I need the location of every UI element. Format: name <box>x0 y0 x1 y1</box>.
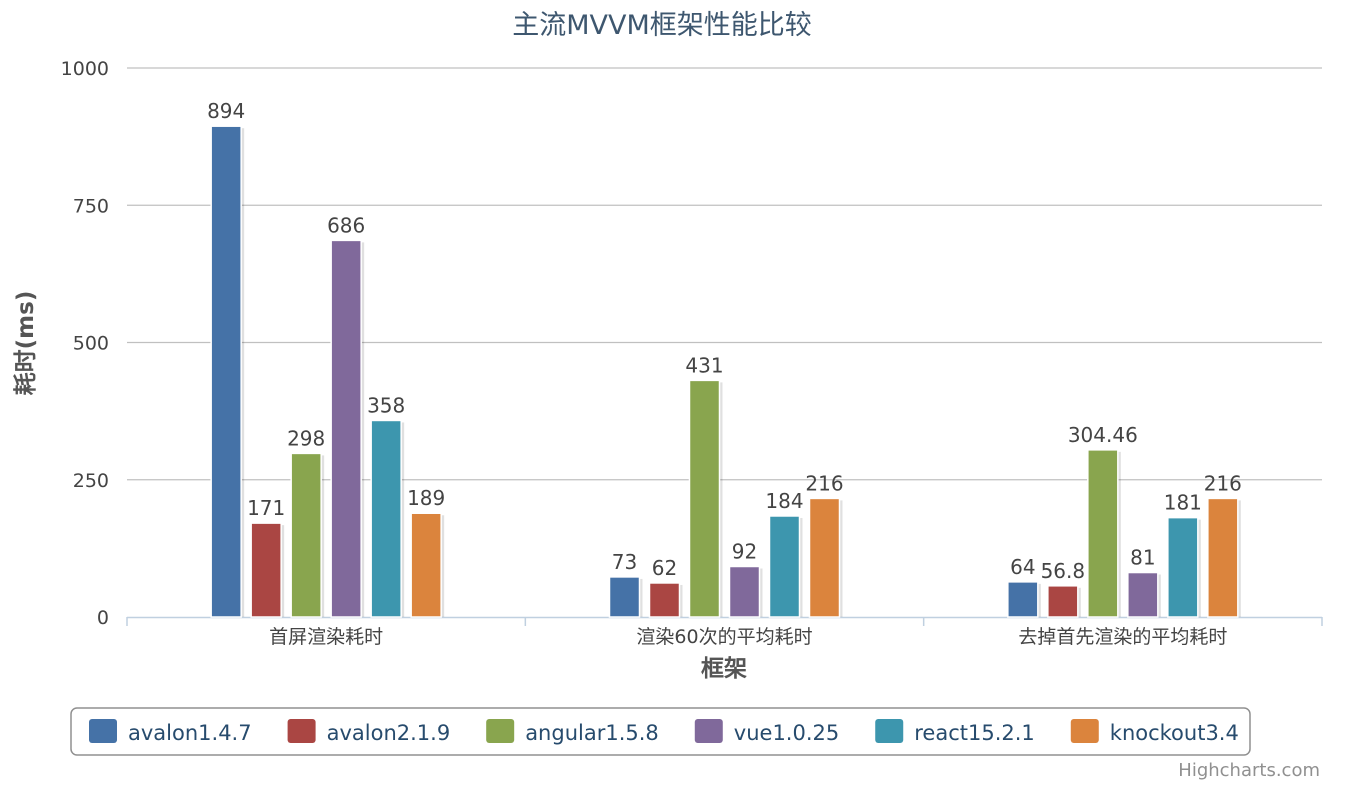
data-labels: 894 73 64 171 62 56.8 298 431 304.46 686 92 81 358 18… <box>207 99 1242 583</box>
legend-swatch <box>694 719 723 743</box>
legend-item-avalon1.4.7[interactable]: avalon1.4.7 <box>89 719 252 745</box>
y-tick-label: 500 <box>73 333 109 355</box>
bar-react15.2.1[interactable] <box>1167 516 1199 618</box>
bar-vue1.0.25[interactable] <box>330 239 362 618</box>
bar-vue1.0.25[interactable] <box>1127 571 1159 618</box>
y-tick-label: 250 <box>73 470 109 492</box>
legend-swatch <box>89 719 117 743</box>
legend-swatch <box>486 719 515 743</box>
legend-item-knockout3.4[interactable]: knockout3.4 <box>1070 719 1239 745</box>
data-label: 431 <box>685 353 723 377</box>
legend-label: avalon2.1.9 <box>327 721 451 745</box>
bar-avalon2.1.9[interactable] <box>1047 585 1079 618</box>
gridlines <box>127 67 1322 481</box>
legend-label: react15.2.1 <box>914 721 1035 745</box>
data-label: 92 <box>732 539 757 563</box>
legend-swatch <box>875 719 904 743</box>
data-label: 171 <box>247 496 285 520</box>
legend-item-vue1.0.25[interactable]: vue1.0.25 <box>694 719 839 745</box>
legend-label: angular1.5.8 <box>525 721 659 745</box>
legend-item-angular1.5.8[interactable]: angular1.5.8 <box>486 719 659 745</box>
chart-title: 主流MVVM框架性能比较 <box>512 10 812 41</box>
data-label: 894 <box>207 99 245 123</box>
bar-avalon1.4.7[interactable] <box>1007 581 1039 618</box>
data-label: 216 <box>1204 471 1242 495</box>
legend-box <box>70 707 1251 756</box>
legend-swatch <box>1070 719 1099 743</box>
bars <box>210 125 1241 618</box>
y-tick-label: 0 <box>97 607 109 629</box>
data-label: 298 <box>287 426 325 450</box>
data-label: 686 <box>327 213 365 237</box>
x-axis-title: 框架 <box>701 656 747 682</box>
data-label: 62 <box>652 556 677 580</box>
y-tick-label: 1000 <box>61 58 109 80</box>
bar-knockout3.4[interactable] <box>1207 497 1239 618</box>
bar-angular1.5.8[interactable] <box>1087 449 1119 618</box>
bar-angular1.5.8[interactable] <box>688 379 721 618</box>
data-label: 64 <box>1010 555 1035 579</box>
x-axis: 首屏渲染耗时 渲染60次的平均耗时 去掉首先渲染的平均耗时 <box>126 616 1323 648</box>
bar-knockout3.4[interactable] <box>808 497 841 618</box>
legend-label: avalon1.4.7 <box>128 721 252 745</box>
bar-react15.2.1[interactable] <box>370 419 402 618</box>
legend-label: knockout3.4 <box>1110 721 1239 745</box>
data-label: 73 <box>612 550 637 574</box>
legend-swatch <box>287 719 316 743</box>
x-tick-label: 渲染60次的平均耗时 <box>636 626 812 648</box>
credits-link[interactable]: Highcharts.com <box>1178 760 1320 781</box>
bar-react15.2.1[interactable] <box>768 515 801 618</box>
legend-label: vue1.0.25 <box>734 721 839 745</box>
bar-avalon2.1.9[interactable] <box>648 582 681 618</box>
y-axis-title: 耗时(ms) <box>13 291 39 396</box>
data-label: 358 <box>367 393 405 417</box>
data-label: 184 <box>765 489 803 513</box>
data-label: 216 <box>805 471 843 495</box>
x-tick-label: 首屏渲染耗时 <box>269 626 383 648</box>
bar-vue1.0.25[interactable] <box>728 565 761 618</box>
bar-avalon2.1.9[interactable] <box>250 522 282 618</box>
legend-item-avalon2.1.9[interactable]: avalon2.1.9 <box>287 719 451 745</box>
data-label: 181 <box>1164 491 1202 515</box>
data-label: 81 <box>1130 546 1155 570</box>
bar-angular1.5.8[interactable] <box>290 452 322 618</box>
bar-avalon1.4.7[interactable] <box>210 125 242 618</box>
bar-avalon1.4.7[interactable] <box>608 576 641 618</box>
bar-knockout3.4[interactable] <box>410 512 442 618</box>
y-axis-ticks: 0 250 500 750 1000 <box>61 58 109 629</box>
data-label: 304.46 <box>1068 423 1138 447</box>
data-label: 56.8 <box>1041 559 1086 583</box>
data-label: 189 <box>407 486 445 510</box>
y-tick-label: 750 <box>73 195 109 217</box>
legend: avalon1.4.7 avalon2.1.9 angular1.5.8 vue1.0… <box>70 707 1251 756</box>
legend-item-react15.2.1[interactable]: react15.2.1 <box>875 719 1035 745</box>
x-tick-label: 去掉首先渲染的平均耗时 <box>1018 626 1227 648</box>
